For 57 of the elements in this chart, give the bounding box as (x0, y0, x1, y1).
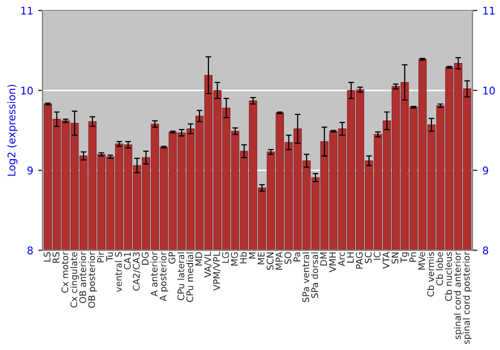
x-tick-label: spinal cord posterior (462, 252, 472, 344)
x-tick-label: Cb lobe (436, 252, 444, 286)
x-tick-label: ventral S (114, 252, 122, 292)
x-tick-label: MPA (276, 252, 282, 270)
y2-tick-label: 11 (483, 6, 495, 14)
x-tick-label: GP (168, 252, 176, 264)
x-tick-label: RS (52, 252, 60, 263)
y2-tick-label: 9 (482, 166, 488, 174)
x-tick-label: CA1 (124, 252, 131, 270)
y-tick-label: 10 (21, 86, 33, 95)
y-axis-title: Log2 (expression) (7, 84, 18, 176)
x-tick-label: PAG (356, 252, 363, 269)
x-tick-label: SO (284, 252, 292, 264)
x-tick-label: SN (392, 252, 398, 264)
y-tick-label: 8 (28, 246, 33, 254)
x-tick-label: MVe (418, 252, 426, 270)
x-tick-label: VMH (329, 252, 336, 272)
x-tick-label: A posterior (159, 252, 168, 302)
x-tick-label: Hb (240, 252, 247, 264)
x-tick-label: A anterior (150, 252, 158, 296)
x-tick-label: LS (44, 252, 50, 262)
y2-tick-label: 8 (482, 246, 488, 254)
y-tick-label: 11 (21, 6, 33, 14)
x-tick-label: LH (347, 252, 354, 263)
x-tick-label: OB posterior (88, 252, 97, 308)
x-tick-label: Cx motor (61, 252, 68, 293)
x-tick-label: CPu medial (186, 252, 194, 302)
x-tick-label: OB anterior (79, 252, 86, 304)
x-tick-label: Tu (106, 252, 113, 262)
x-tick-label: VTA (382, 252, 390, 269)
y-tick-label: 9 (28, 166, 33, 174)
x-tick-label: SC (364, 252, 372, 264)
x-tick-label: M (248, 252, 256, 259)
x-tick-label: VPM/VPL (213, 252, 221, 291)
x-tick-label: DM (320, 252, 327, 266)
x-tick-label: LG (222, 252, 229, 263)
x-tick-label: SPa ventral (302, 252, 310, 302)
x-tick-label: Pa (294, 252, 300, 262)
x-tick-label: VA/VL (204, 252, 212, 278)
x-tick-label: DG (142, 252, 149, 265)
x-tick-label: SPa dorsal (311, 252, 318, 298)
x-tick-label: CA2/CA3 (132, 252, 140, 291)
x-tick-label: Tg (400, 252, 410, 263)
x-tick-label: spinal cord anterior (454, 252, 463, 340)
x-tick-label: Cb vermis (427, 252, 434, 296)
x-tick-label: SCN (266, 252, 274, 270)
x-tick-label: Cb nucleus (444, 252, 452, 301)
x-tick-label: CPu lateral (177, 252, 184, 300)
x-tick-label: ME (258, 252, 264, 264)
x-tick-label: Cx cingulate (70, 252, 79, 308)
x-tick-label: Arc (338, 252, 345, 266)
x-tick-label: Pn (410, 252, 416, 262)
x-tick-label: Pir (97, 252, 104, 262)
x-tick-label: MG (230, 252, 238, 266)
y2-tick-label: 10 (483, 86, 495, 95)
x-tick-label: MD (195, 252, 202, 266)
x-tick-label: IC (374, 252, 381, 260)
